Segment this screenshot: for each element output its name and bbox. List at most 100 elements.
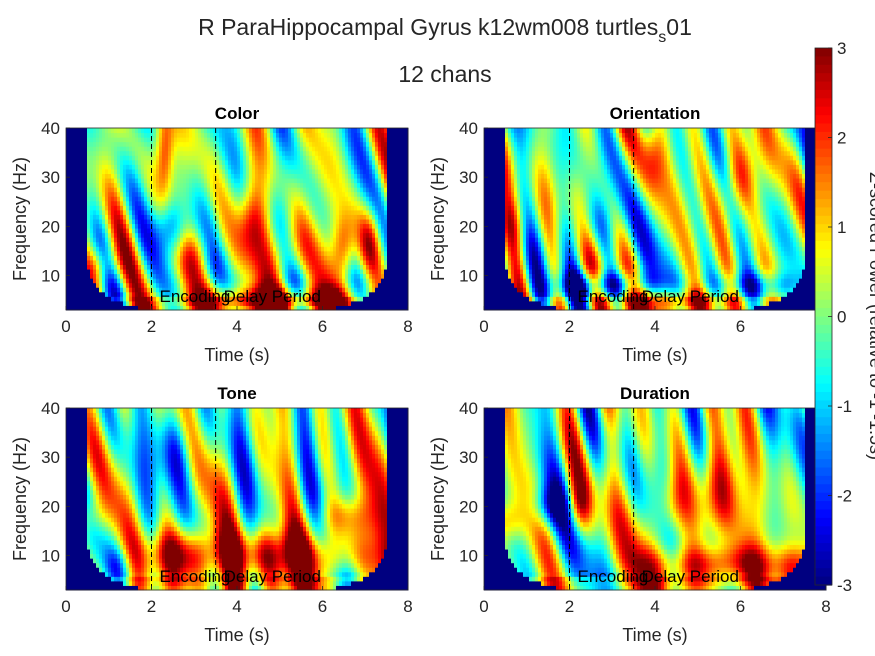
heatmap-cell	[511, 291, 515, 297]
heatmap-cell	[273, 219, 277, 225]
heatmap-cell	[508, 168, 512, 174]
heatmap-cell	[487, 305, 491, 311]
heatmap-cell	[279, 278, 283, 284]
heatmap-cell	[366, 168, 370, 174]
heatmap-cell	[192, 232, 196, 238]
heatmap-cell	[318, 250, 322, 256]
heatmap-cell	[375, 219, 379, 225]
heatmap-cell	[502, 200, 506, 206]
heatmap-cell	[105, 168, 109, 174]
heatmap-cell	[135, 168, 139, 174]
heatmap-cell	[75, 182, 79, 188]
heatmap-cell	[318, 291, 322, 297]
heatmap-cell	[231, 300, 235, 306]
heatmap-cell	[366, 155, 370, 161]
heatmap-cell	[375, 237, 379, 243]
heatmap-cell	[252, 250, 256, 256]
heatmap-cell	[333, 191, 337, 197]
heatmap-cell	[126, 228, 130, 234]
heatmap-cell	[276, 191, 280, 197]
heatmap-cell	[147, 196, 151, 202]
heatmap-cell	[333, 282, 337, 288]
heatmap-cell	[499, 228, 503, 234]
heatmap-cell	[354, 168, 358, 174]
heatmap-cell	[294, 273, 298, 279]
heatmap-cell	[348, 178, 352, 184]
heatmap-cell	[505, 264, 509, 270]
heatmap-cell	[75, 219, 79, 225]
heatmap-cell	[201, 164, 205, 170]
heatmap-cell	[354, 255, 358, 261]
heatmap-cell	[96, 278, 100, 284]
heatmap-cell	[129, 223, 133, 229]
heatmap-cell	[210, 146, 214, 152]
heatmap-cell	[267, 137, 271, 143]
heatmap-cell	[297, 187, 301, 193]
heatmap-cell	[171, 296, 175, 302]
heatmap-cell	[369, 287, 373, 293]
heatmap-cell	[339, 209, 343, 215]
heatmap-cell	[402, 187, 406, 193]
heatmap-cell	[90, 173, 94, 179]
heatmap-cell	[78, 196, 82, 202]
heatmap-cell	[144, 141, 148, 147]
heatmap-cell	[147, 250, 151, 256]
heatmap-cell	[207, 187, 211, 193]
heatmap-cell	[81, 278, 85, 284]
heatmap-cell	[502, 282, 506, 288]
heatmap-cell	[192, 305, 196, 311]
heatmap-cell	[135, 205, 139, 211]
heatmap-cell	[102, 173, 106, 179]
heatmap-cell	[351, 259, 355, 265]
heatmap-cell	[279, 237, 283, 243]
heatmap-cell	[342, 132, 346, 138]
heatmap-cell	[111, 173, 115, 179]
heatmap-cell	[111, 178, 115, 184]
heatmap-cell	[327, 168, 331, 174]
heatmap-cell	[126, 128, 130, 134]
heatmap-cell	[402, 305, 406, 311]
heatmap-cell	[502, 241, 506, 247]
heatmap-cell	[114, 282, 118, 288]
heatmap-cell	[138, 164, 142, 170]
heatmap-cell	[384, 141, 388, 147]
heatmap-cell	[252, 132, 256, 138]
heatmap-cell	[129, 269, 133, 275]
heatmap-cell	[369, 232, 373, 238]
heatmap-cell	[303, 132, 307, 138]
heatmap-cell	[180, 282, 184, 288]
heatmap-cell	[246, 259, 250, 265]
heatmap-cell	[345, 250, 349, 256]
heatmap-cell	[276, 164, 280, 170]
heatmap-cell	[333, 241, 337, 247]
heatmap-cell	[484, 128, 488, 134]
heatmap-cell	[369, 168, 373, 174]
heatmap-cell	[381, 168, 385, 174]
heatmap-cell	[342, 137, 346, 143]
heatmap-cell	[225, 150, 229, 156]
heatmap-cell	[165, 209, 169, 215]
heatmap-cell	[327, 237, 331, 243]
heatmap-cell	[366, 187, 370, 193]
heatmap-cell	[165, 300, 169, 306]
heatmap-cell	[357, 164, 361, 170]
heatmap-cell	[369, 255, 373, 261]
heatmap-cell	[381, 132, 385, 138]
heatmap-cell	[156, 255, 160, 261]
heatmap-cell	[264, 168, 268, 174]
heatmap-cell	[499, 155, 503, 161]
heatmap-cell	[270, 141, 274, 147]
heatmap-cell	[484, 164, 488, 170]
heatmap-cell	[384, 205, 388, 211]
heatmap-cell	[189, 164, 193, 170]
heatmap-cell	[243, 237, 247, 243]
heatmap-cell	[228, 141, 232, 147]
heatmap-cell	[90, 273, 94, 279]
heatmap-cell	[207, 132, 211, 138]
heatmap-cell	[493, 296, 497, 302]
heatmap-cell	[234, 150, 238, 156]
heatmap-cell	[348, 150, 352, 156]
heatmap-cell	[66, 300, 70, 306]
heatmap-cell	[336, 209, 340, 215]
heatmap-cell	[309, 259, 313, 265]
